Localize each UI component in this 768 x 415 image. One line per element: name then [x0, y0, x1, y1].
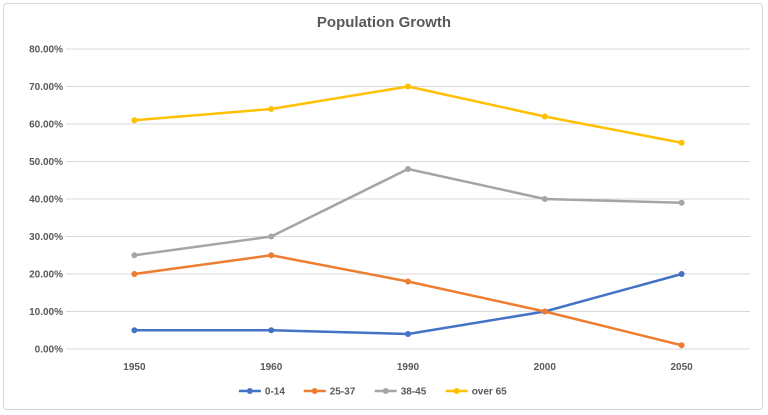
data-point — [131, 117, 138, 124]
legend-label: over 65 — [472, 387, 507, 398]
legend-label: 0-14 — [265, 387, 285, 398]
y-tick-label: 20.00% — [29, 270, 63, 281]
series-line — [134, 167, 682, 257]
data-point — [268, 327, 275, 334]
data-point — [131, 327, 138, 334]
data-point — [541, 196, 548, 202]
legend-item: over 65 — [445, 387, 507, 398]
data-point — [268, 233, 275, 240]
series-over-65 — [131, 83, 685, 146]
series-line — [134, 85, 682, 144]
series-lines — [131, 83, 685, 349]
data-point — [405, 83, 411, 90]
y-tick-label: 50.00% — [29, 157, 63, 168]
legend-marker — [246, 388, 253, 394]
data-point — [678, 271, 685, 277]
data-point — [678, 342, 685, 349]
legend-marker — [311, 388, 318, 394]
legend-marker — [382, 388, 389, 394]
x-tick-label: 1960 — [260, 362, 283, 373]
y-tick-label: 60.00% — [29, 120, 63, 131]
data-point — [268, 252, 275, 259]
x-tick-label: 1950 — [123, 362, 146, 373]
data-point — [405, 331, 411, 337]
data-point — [131, 271, 138, 277]
data-point — [678, 199, 685, 206]
legend: 0-14 25-37 38-45 over 65 — [238, 387, 507, 398]
legend-item: 0-14 — [238, 387, 285, 398]
legend-item: 25-37 — [303, 387, 356, 398]
legend-marker — [453, 388, 460, 394]
y-tick-label: 80.00% — [29, 45, 63, 56]
series-38-45 — [131, 166, 685, 259]
y-axis-ticks: 0.00% 10.00% 20.00% 30.00% 40.00% 50.00% 60.00… — [29, 45, 63, 356]
series-25-37 — [131, 252, 685, 349]
legend-label: 25-37 — [330, 387, 356, 398]
data-point — [131, 252, 138, 259]
data-point — [405, 278, 411, 285]
chart-frame — [3, 3, 763, 410]
data-point — [268, 106, 275, 112]
gridlines — [66, 48, 750, 350]
y-tick-label: 70.00% — [29, 82, 63, 93]
y-tick-label: 10.00% — [29, 307, 63, 318]
y-tick-label: 0.00% — [35, 345, 63, 356]
x-tick-label: 1990 — [397, 362, 420, 373]
data-point — [405, 166, 411, 172]
data-point — [541, 113, 548, 120]
data-point — [541, 308, 548, 315]
legend-label: 38-45 — [401, 387, 427, 398]
y-tick-label: 40.00% — [29, 195, 63, 206]
x-tick-label: 2050 — [670, 362, 693, 373]
data-point — [678, 139, 685, 146]
y-tick-label: 30.00% — [29, 232, 63, 243]
x-axis-ticks: 1950 1960 1990 2000 2050 — [123, 362, 693, 373]
legend-item: 38-45 — [374, 387, 427, 398]
chart-title: Population Growth — [316, 14, 452, 31]
x-tick-label: 2000 — [534, 362, 557, 373]
